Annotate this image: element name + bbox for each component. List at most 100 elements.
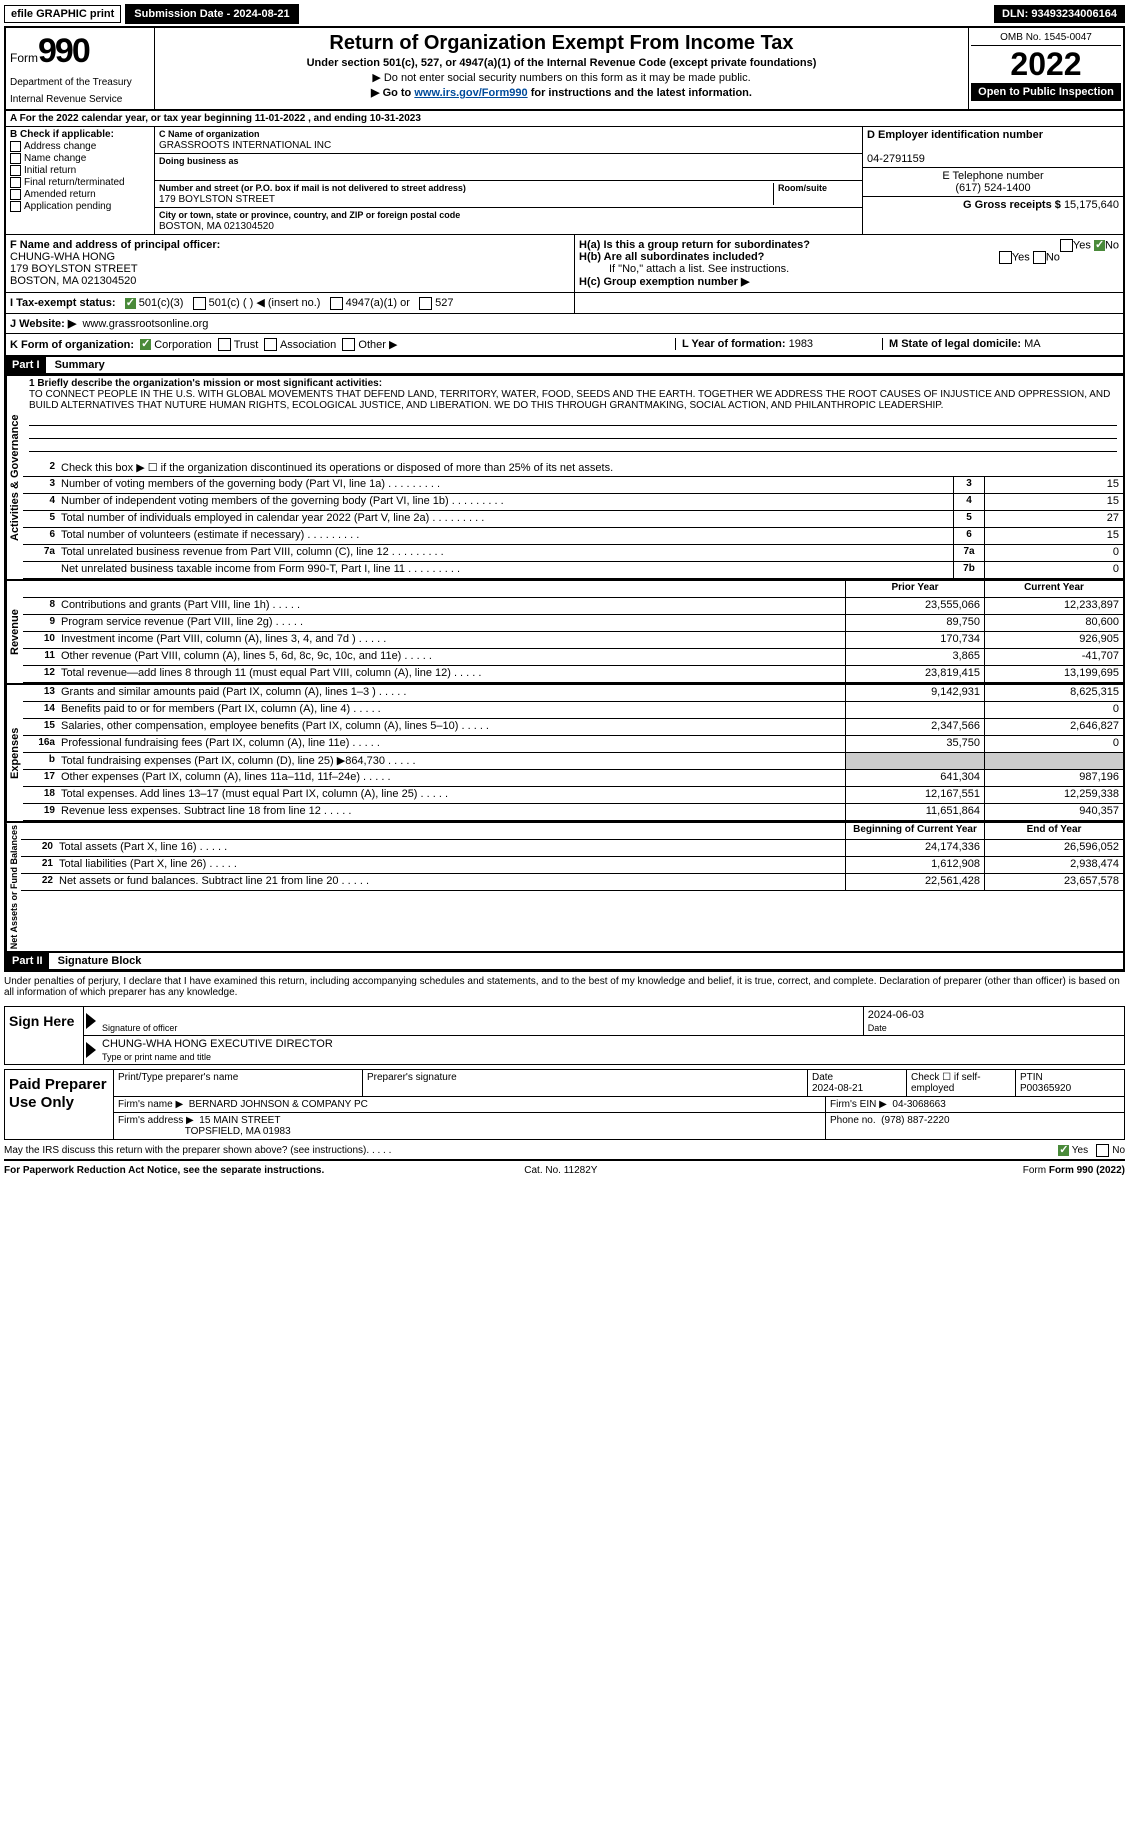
chk-amended[interactable]: Amended return (10, 189, 150, 200)
current-val: 26,596,052 (984, 840, 1123, 856)
line-num: 5 (23, 511, 59, 527)
line-box: 7a (953, 545, 984, 561)
sig-row-2: CHUNG-WHA HONG EXECUTIVE DIRECTOR Type o… (84, 1036, 1124, 1064)
tax-exempt-status: I Tax-exempt status: 501(c)(3) 501(c) ( … (6, 293, 575, 313)
checkbox-checked-icon[interactable] (140, 339, 151, 350)
checkbox-icon[interactable] (1033, 251, 1046, 264)
table-row: 15Salaries, other compensation, employee… (23, 719, 1123, 736)
checkbox-icon (10, 153, 21, 164)
address-cell: Number and street (or P.O. box if mail i… (155, 181, 862, 208)
may-irs-row: May the IRS discuss this return with the… (4, 1142, 1125, 1161)
checkbox-icon[interactable] (1096, 1144, 1109, 1157)
current-val: 0 (984, 736, 1123, 752)
table-row: 3Number of voting members of the governi… (23, 477, 1123, 494)
sig-row-1: Signature of officer 2024-06-03 Date (84, 1007, 1124, 1036)
line-val: 0 (984, 562, 1123, 578)
firm-addr2: TOPSFIELD, MA 01983 (185, 1126, 291, 1137)
sig-date-label: Date (868, 1023, 887, 1033)
dots (366, 1145, 391, 1156)
irs-link[interactable]: www.irs.gov/Form990 (414, 87, 527, 99)
4947a1: 4947(a)(1) or (346, 297, 410, 309)
prior-val: 9,142,931 (845, 685, 984, 701)
checkbox-icon[interactable] (218, 338, 231, 351)
may-irs-yesno: Yes No (1058, 1144, 1125, 1157)
chk-pending[interactable]: Application pending (10, 201, 150, 212)
checkbox-checked-icon[interactable] (1058, 1145, 1069, 1156)
line-val: 27 (984, 511, 1123, 527)
chk-name[interactable]: Name change (10, 153, 150, 164)
checkbox-icon[interactable] (419, 297, 432, 310)
gross-cell: G Gross receipts $ 15,175,640 (863, 197, 1123, 213)
officer-name-title: CHUNG-WHA HONG EXECUTIVE DIRECTOR (102, 1038, 1120, 1052)
current-val: 23,657,578 (984, 874, 1123, 890)
chk-name-label: Name change (24, 153, 86, 164)
firm-addr-label: Firm's address ▶ (118, 1115, 194, 1126)
line-num: 6 (23, 528, 59, 544)
dots (385, 755, 416, 767)
line-desc: Total assets (Part X, line 16) (57, 840, 845, 856)
footer-mid: Cat. No. 11282Y (524, 1165, 597, 1176)
h-section: H(a) Is this a group return for subordin… (575, 235, 1123, 292)
checkbox-icon[interactable] (264, 338, 277, 351)
title-sub: Under section 501(c), 527, or 4947(a)(1)… (163, 57, 960, 69)
dots (321, 805, 352, 817)
room-label: Room/suite (778, 183, 827, 193)
current-val: 926,905 (984, 632, 1123, 648)
prep-date-cell: Date 2024-08-21 (808, 1070, 907, 1096)
city-cell: City or town, state or province, country… (155, 208, 862, 234)
prior-val: 23,819,415 (845, 666, 984, 682)
tax-year: 2022 (1010, 46, 1081, 83)
checkbox-icon[interactable] (330, 297, 343, 310)
hb-yesno: Yes No (999, 251, 1060, 264)
tel-label: E Telephone number (942, 170, 1043, 182)
h-c: H(c) Group exemption number ▶ (579, 275, 1119, 288)
website-row: J Website: ▶ www.grassrootsonline.org (6, 314, 1123, 334)
dots (338, 875, 369, 887)
end-year-header: End of Year (984, 823, 1123, 839)
501c: 501(c) ( ) ◀ (insert no.) (209, 297, 321, 309)
chk-address[interactable]: Address change (10, 141, 150, 152)
line-num: 8 (23, 598, 59, 614)
line-num: 14 (23, 702, 59, 718)
phone-value: (978) 887-2220 (881, 1115, 949, 1126)
chk-amended-label: Amended return (24, 189, 96, 200)
checkbox-icon[interactable] (1060, 239, 1073, 252)
underline (29, 439, 1117, 452)
line-desc: Total unrelated business revenue from Pa… (59, 545, 953, 561)
checkbox-icon[interactable] (342, 338, 355, 351)
ha-yesno: Yes No (1060, 239, 1119, 252)
segment-d-e-g: D Employer identification number 04-2791… (862, 127, 1123, 234)
prep-row-3: Firm's address ▶ 15 MAIN STREET TOPSFIEL… (114, 1113, 1124, 1139)
checkbox-checked-icon[interactable] (1094, 240, 1105, 251)
line-num: 12 (23, 666, 59, 682)
prior-val: 35,750 (845, 736, 984, 752)
checkbox-icon[interactable] (193, 297, 206, 310)
header-right: OMB No. 1545-0047 2022 Open to Public In… (968, 28, 1123, 109)
checkbox-checked-icon[interactable] (125, 298, 136, 309)
prior-year-header: Prior Year (845, 581, 984, 597)
prep-name-label: Print/Type preparer's name (114, 1070, 363, 1096)
table-row: 12Total revenue—add lines 8 through 11 (… (23, 666, 1123, 683)
current-val: 80,600 (984, 615, 1123, 631)
governance-section: Activities & Governance 1 Briefly descri… (6, 374, 1123, 579)
chk-initial[interactable]: Initial return (10, 165, 150, 176)
form-word: Form (10, 51, 38, 65)
tel-cell: E Telephone number (617) 524-1400 (863, 168, 1123, 197)
line-box: 5 (953, 511, 984, 527)
dots (405, 563, 460, 575)
line-num: 22 (21, 874, 57, 890)
ptin-value: P00365920 (1020, 1083, 1071, 1094)
table-row: 5Total number of individuals employed in… (23, 511, 1123, 528)
line-val: 15 (984, 528, 1123, 544)
ein-label: D Employer identification number (867, 129, 1043, 141)
chk-final[interactable]: Final return/terminated (10, 177, 150, 188)
submission-date-button[interactable]: Submission Date - 2024-08-21 (125, 4, 298, 24)
table-row: 22Net assets or fund balances. Subtract … (21, 874, 1123, 891)
beg-year-header: Beginning of Current Year (845, 823, 984, 839)
dots (389, 546, 444, 558)
checkbox-icon[interactable] (999, 251, 1012, 264)
footer-right: Form 990 (2022) (1049, 1165, 1125, 1176)
firm-name-cell: Firm's name ▶ BERNARD JOHNSON & COMPANY … (114, 1097, 826, 1112)
line-desc: Total fundraising expenses (Part IX, col… (59, 753, 845, 769)
segment-b-c-d: B Check if applicable: Address change Na… (6, 127, 1123, 235)
